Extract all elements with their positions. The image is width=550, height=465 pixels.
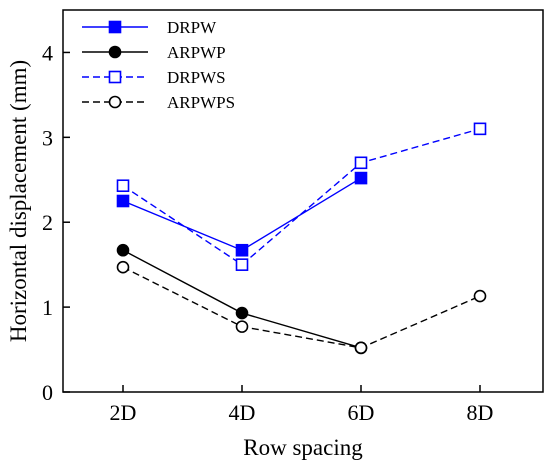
x-tick-label: 6D — [348, 400, 375, 425]
legend-label: DRPW — [167, 18, 217, 37]
x-axis: 2D 4D 6D 8D — [110, 385, 494, 425]
data-point-drpws — [354, 156, 368, 170]
y-tick-label: 2 — [42, 210, 53, 235]
data-point-arpwps — [473, 289, 487, 303]
legend-item-arpwp: ARPWP — [82, 43, 226, 62]
data-point-arpwps — [354, 341, 368, 355]
data-point-drpw — [354, 171, 368, 185]
data-point-drpws — [116, 179, 130, 193]
series-drpw — [116, 171, 368, 257]
series-arpwps — [116, 260, 487, 355]
x-tick-label: 4D — [229, 400, 256, 425]
y-tick-label: 1 — [42, 295, 53, 320]
legend-item-arpwps: ARPWPS — [82, 93, 235, 112]
legend-marker — [108, 95, 122, 109]
data-point-arpwps — [116, 260, 130, 274]
legend-item-drpws: DRPWS — [82, 68, 226, 87]
legend: DRPW ARPWP DRPWS ARPWPS — [82, 18, 235, 112]
legend-marker — [108, 45, 122, 59]
series-line-drpw — [122, 177, 362, 252]
series-layer — [116, 122, 487, 355]
y-axis-title: Horizontal displacement (mm) — [6, 60, 31, 342]
legend-item-drpw: DRPW — [82, 18, 217, 37]
legend-label: ARPWP — [167, 43, 226, 62]
x-axis-title: Row spacing — [243, 435, 363, 460]
y-axis: 0 1 2 3 4 — [42, 40, 70, 405]
y-tick-label: 0 — [42, 380, 53, 405]
series-line-drpws — [122, 128, 481, 266]
x-tick-label: 8D — [467, 400, 494, 425]
data-point-drpws — [473, 122, 487, 136]
y-tick-label: 3 — [42, 125, 53, 150]
data-point-arpwp — [116, 243, 130, 257]
legend-label: ARPWPS — [167, 93, 235, 112]
series-line-arpwps — [122, 266, 481, 349]
series-drpws — [116, 122, 487, 271]
legend-label: DRPWS — [167, 68, 226, 87]
data-point-arpwp — [235, 306, 249, 320]
plot-frame — [62, 9, 544, 393]
legend-marker — [108, 20, 122, 34]
data-point-arpwps — [235, 320, 249, 333]
data-point-drpws — [235, 258, 249, 271]
x-tick-label: 2D — [110, 400, 137, 425]
legend-marker — [108, 70, 122, 84]
data-point-drpw — [116, 194, 130, 208]
data-point-drpw — [235, 243, 249, 257]
y-tick-label: 4 — [42, 40, 53, 65]
